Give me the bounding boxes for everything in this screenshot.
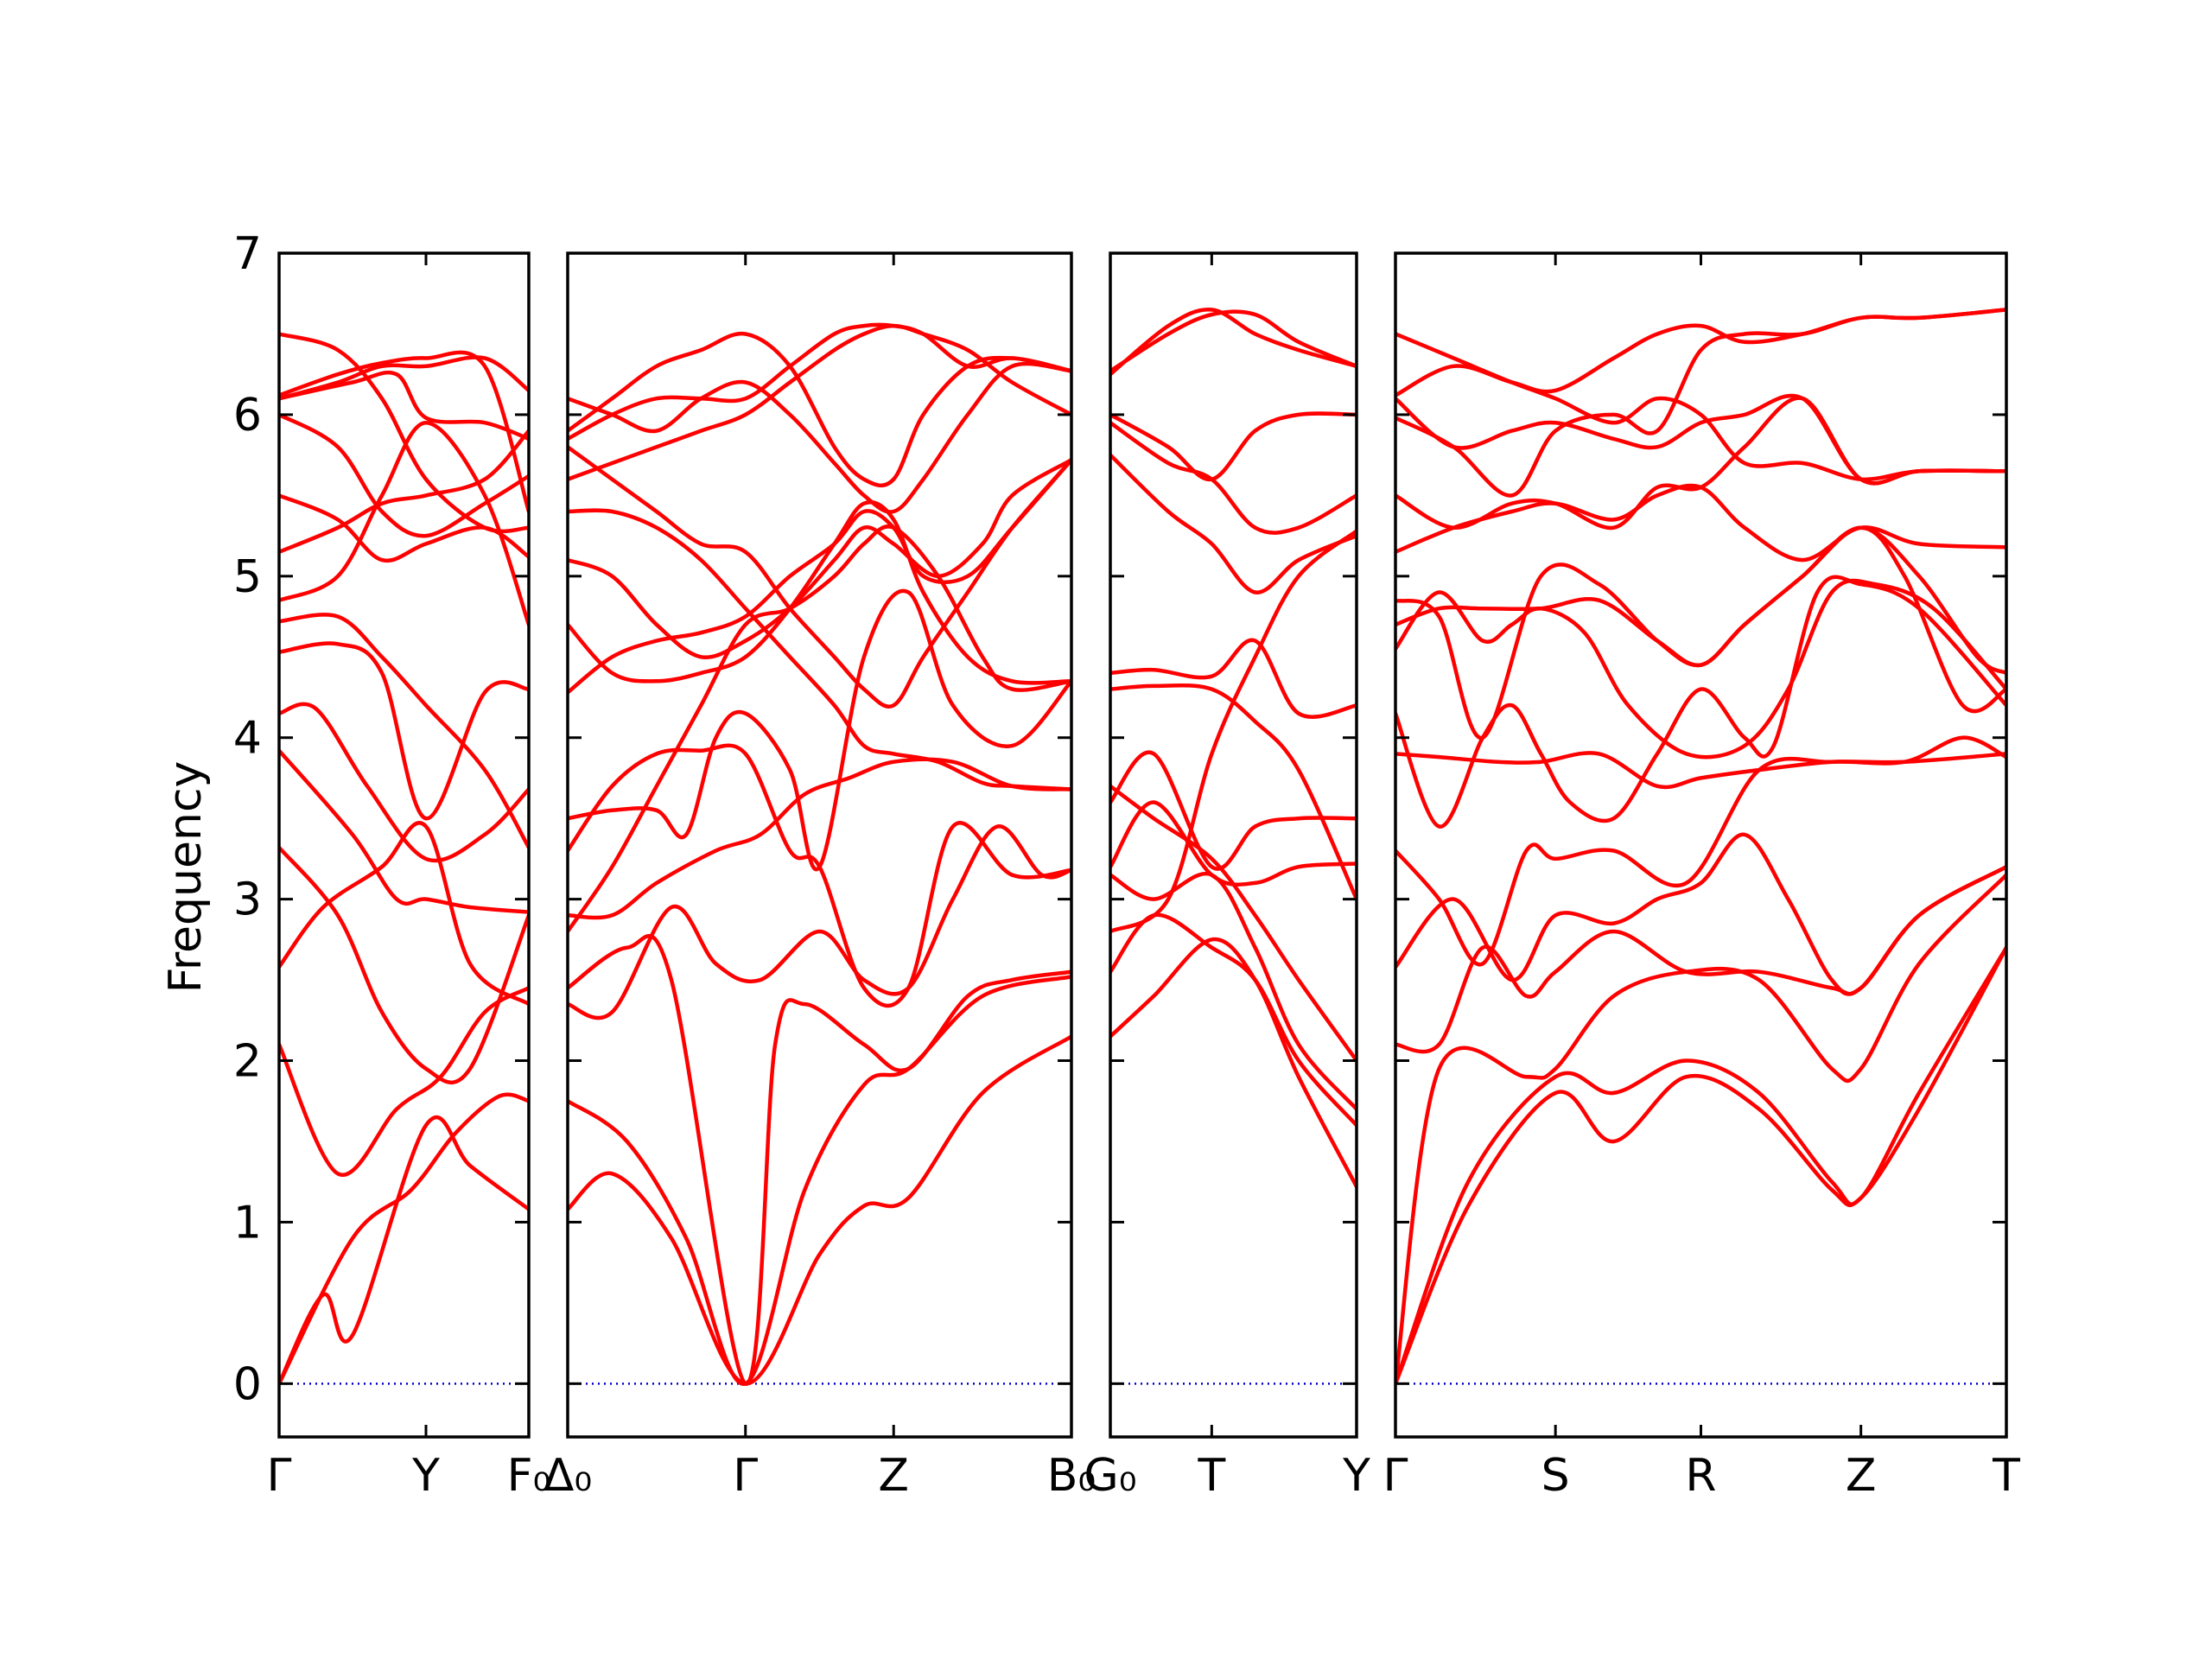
phonon-band-13 (568, 323, 1071, 481)
phonon-band-11 (279, 429, 529, 555)
y-tick-label: 3 (233, 874, 262, 926)
phonon-band-15 (568, 361, 1071, 514)
phonon-band-3 (1110, 871, 1357, 1111)
phonon-band-4 (1110, 784, 1357, 1063)
phonon-band-5 (279, 845, 529, 1084)
phonon-band-17 (1395, 332, 2006, 482)
phonon-band-1 (1395, 945, 2006, 1386)
panel-1: 0 1 2 3 4 5 6 7 Γ Y F₀ (233, 228, 550, 1502)
phonon-band-12 (1110, 411, 1357, 481)
phonon-band-2 (568, 975, 1071, 1386)
phonon-band-5 (1395, 832, 2006, 996)
y-tick-label: 1 (233, 1197, 262, 1249)
phonon-band-12 (1395, 483, 2006, 563)
phonon-band-13 (279, 412, 529, 538)
y-tick-label: 0 (233, 1358, 262, 1410)
panel-2: Δ₀ Γ Z B₀ (543, 251, 1096, 1502)
phonon-band-3 (568, 934, 1071, 1386)
x-tick-label: T (1197, 1450, 1225, 1502)
band-group (1395, 308, 2006, 1386)
phonon-band-10 (1110, 453, 1357, 594)
panel-frame (566, 251, 1073, 1439)
phonon-band-4 (279, 821, 529, 1007)
x-tick-label: T (1992, 1450, 2020, 1502)
phonon-band-11 (568, 457, 1071, 660)
phonon-band-1 (279, 1116, 529, 1386)
phonon-band-17 (568, 445, 1071, 709)
phonon-band-7 (568, 588, 1071, 872)
phonon-band-13 (1395, 396, 2006, 530)
phonon-band-10 (568, 499, 1071, 685)
y-tick-label: 4 (233, 713, 262, 765)
phonon-band-6 (1395, 752, 2006, 967)
phonon-band-17 (279, 355, 529, 401)
phonon-band-6 (1110, 683, 1357, 901)
phonon-band-2 (1395, 945, 2006, 1386)
y-axis-label: Frequency (160, 761, 212, 994)
x-tick-label: Γ (267, 1450, 292, 1502)
phonon-band-12 (568, 508, 1071, 791)
phonon-band-7 (279, 702, 529, 863)
phonon-band-14 (279, 370, 529, 442)
phonon-band-3 (1395, 873, 2006, 1386)
panel-frame (277, 251, 531, 1439)
x-tick-label: Z (878, 1450, 909, 1502)
phonon-band-14 (1395, 308, 2006, 498)
y-tick-label: 6 (233, 390, 262, 442)
x-tick-label: Γ (1383, 1450, 1408, 1502)
phonon-band-2 (279, 1092, 529, 1386)
x-tick-label: Y (411, 1450, 440, 1502)
phonon-band-8 (1110, 750, 1357, 871)
phonon-band-15 (1395, 393, 2006, 486)
x-tick-label: Y (1342, 1450, 1370, 1502)
phonon-band-15 (279, 350, 529, 514)
phonon-band-9 (1395, 578, 2006, 760)
phonon-band-8 (568, 524, 1071, 934)
phonon-band-3 (279, 986, 529, 1178)
phonon-band-9 (279, 613, 529, 850)
phonon-band-7 (1395, 735, 2006, 790)
phonon-band-11 (1395, 525, 2006, 740)
panel-frame (1109, 251, 1358, 1439)
phonon-band-5 (1110, 800, 1357, 887)
phonon-band-13 (1110, 308, 1357, 377)
phonon-band-4 (568, 824, 1071, 1020)
band-group (568, 322, 1071, 1386)
panel-3: G₀ T Y (1084, 251, 1370, 1502)
phonon-band-8 (279, 641, 529, 821)
phonon-band-8 (1395, 575, 2006, 829)
phonon-band-1 (568, 1034, 1071, 1386)
phonon-band-16 (568, 331, 1071, 488)
panel-frame (1394, 251, 2008, 1439)
x-tick-label: R (1685, 1450, 1716, 1502)
y-tick-label: 5 (233, 551, 262, 603)
x-tick-label: B₀ (1047, 1450, 1096, 1502)
band-group (279, 332, 529, 1386)
x-tick-label: G₀ (1084, 1450, 1136, 1502)
y-tick-label: 2 (233, 1036, 262, 1088)
band-group (1110, 308, 1357, 1189)
phonon-band-1 (1110, 937, 1357, 1189)
x-tick-label: Γ (733, 1450, 758, 1502)
x-tick-label: S (1541, 1450, 1570, 1502)
phonon-band-9 (1110, 529, 1357, 934)
x-tick-label: Δ₀ (543, 1450, 592, 1502)
phonon-band-14 (1110, 309, 1357, 373)
phonon-band-7 (1110, 638, 1357, 719)
phonon-band-6 (279, 748, 529, 914)
x-tick-label: Z (1846, 1450, 1877, 1502)
phonon-band-11 (1110, 420, 1357, 535)
x-tick-label: F₀ (507, 1450, 551, 1502)
phonon-band-5 (568, 757, 1071, 920)
phonon-band-16 (279, 332, 529, 534)
y-tick-label: 7 (233, 228, 262, 280)
phonon-band-10 (279, 420, 529, 627)
